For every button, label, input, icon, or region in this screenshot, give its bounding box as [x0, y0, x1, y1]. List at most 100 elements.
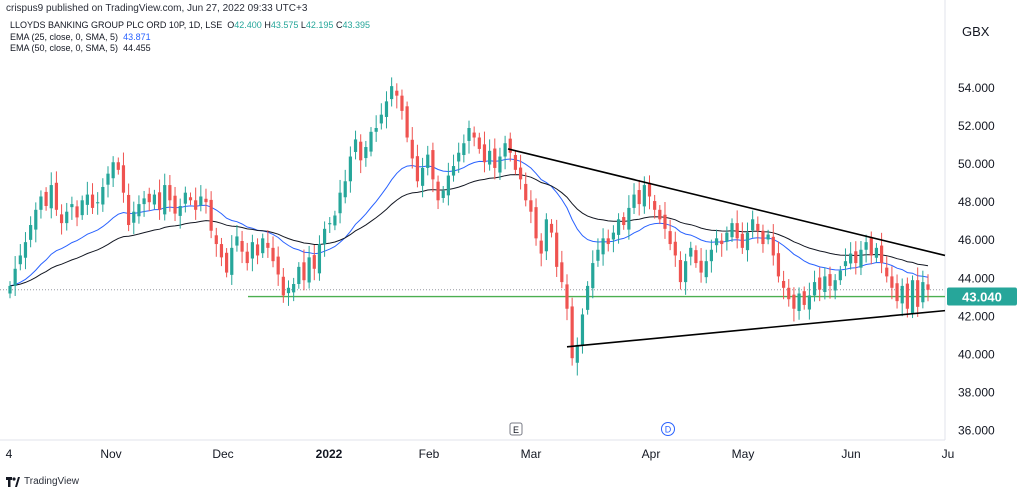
legend-open-label: O	[227, 20, 235, 30]
legend-ema25-row: EMA (25, close, 0, SMA, 5) 43.871	[10, 32, 370, 44]
candle	[586, 281, 590, 315]
trendlines[interactable]	[507, 148, 946, 348]
price-tick-label: 46.000	[958, 233, 995, 247]
candle	[121, 152, 126, 203]
candle	[807, 282, 811, 320]
candle	[90, 183, 95, 214]
candle	[302, 249, 306, 291]
candle	[482, 131, 487, 173]
footer-brand: TradingView	[24, 476, 80, 487]
candle	[740, 222, 744, 254]
candle	[812, 270, 817, 302]
legend-ema25-value: 43.871	[123, 31, 151, 42]
candle	[317, 235, 322, 281]
candle	[374, 115, 378, 142]
time-tick-label: Apr	[642, 447, 661, 461]
price-tick-label: 50.000	[958, 157, 995, 171]
time-tick-label: 2022	[316, 447, 343, 461]
candle	[390, 77, 394, 107]
candle	[359, 134, 363, 174]
candle	[477, 132, 481, 154]
candle	[895, 274, 899, 309]
candle	[534, 198, 538, 246]
time-tick-label: Jun	[841, 447, 860, 461]
candle	[23, 232, 28, 270]
candle	[843, 248, 848, 277]
candle	[328, 217, 332, 234]
candle	[684, 253, 688, 295]
candle	[29, 216, 33, 248]
candle	[281, 268, 285, 303]
candle	[756, 216, 760, 244]
candle	[472, 126, 476, 147]
support-trendline[interactable]	[566, 309, 946, 348]
candle	[178, 198, 182, 229]
svg-text:D: D	[665, 425, 672, 435]
price-tick-label: 54.000	[958, 81, 995, 95]
candle	[59, 204, 64, 235]
candle	[833, 274, 837, 300]
candle	[575, 337, 579, 376]
candle	[54, 171, 59, 216]
dividend-marker[interactable]: D	[661, 422, 675, 436]
candle	[400, 89, 404, 120]
candle	[364, 140, 368, 167]
candle	[137, 195, 141, 224]
candle	[188, 192, 193, 206]
last-price-text: 43.040	[962, 290, 1002, 305]
candle	[276, 246, 280, 286]
candle	[446, 162, 450, 206]
candle	[699, 248, 703, 283]
price-tick-label: 48.000	[958, 195, 995, 209]
candle	[529, 190, 533, 224]
candle	[885, 256, 889, 283]
candle	[127, 183, 131, 232]
candle	[926, 274, 930, 302]
price-tick-label: 40.000	[958, 347, 995, 361]
candle	[152, 189, 157, 210]
candle	[173, 186, 177, 222]
candle	[611, 225, 616, 253]
candle	[379, 103, 383, 130]
candle	[498, 147, 502, 180]
candle	[890, 266, 894, 300]
candle	[565, 274, 569, 321]
candle	[864, 234, 868, 263]
resistance-trendline[interactable]	[507, 148, 946, 257]
candle	[714, 229, 719, 253]
candle	[879, 232, 884, 274]
candle	[420, 157, 425, 198]
candle	[219, 237, 224, 267]
candle	[766, 229, 770, 245]
candle	[560, 250, 564, 289]
candle	[415, 144, 420, 188]
price-tick-label: 38.000	[958, 385, 995, 399]
candle	[70, 196, 74, 220]
candle	[745, 222, 750, 262]
ema50-line	[9, 174, 929, 287]
candle	[240, 230, 244, 264]
candle	[761, 224, 765, 253]
chart-legend: LLOYDS BANKING GROUP PLC ORD 10P, 1D, LS…	[10, 20, 370, 55]
candle	[116, 157, 120, 175]
legend-open-value: 42.400	[234, 20, 262, 30]
candle	[781, 270, 786, 300]
candle	[111, 156, 115, 187]
legend-high-value: 43.575	[270, 20, 299, 30]
candle	[735, 210, 739, 249]
price-tick-label: 42.000	[958, 309, 995, 323]
legend-ema50-label: EMA (50, close, 0, SMA, 5)	[10, 43, 119, 53]
earnings-marker[interactable]: E	[509, 422, 523, 436]
candle	[199, 185, 203, 212]
candle	[647, 175, 652, 210]
candle	[591, 250, 595, 299]
candle	[322, 221, 327, 257]
candle	[18, 244, 22, 271]
candle	[214, 227, 218, 257]
price-tick-label: 52.000	[958, 119, 995, 133]
candle	[689, 241, 693, 266]
candle	[658, 205, 662, 225]
candle	[297, 262, 301, 289]
